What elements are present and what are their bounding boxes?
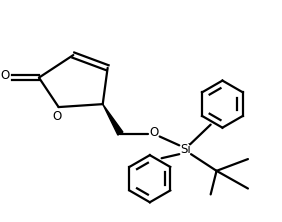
Text: Si: Si [180,143,191,156]
Text: O: O [52,110,61,123]
Text: O: O [149,126,158,139]
Text: O: O [0,69,9,82]
Polygon shape [103,104,123,135]
